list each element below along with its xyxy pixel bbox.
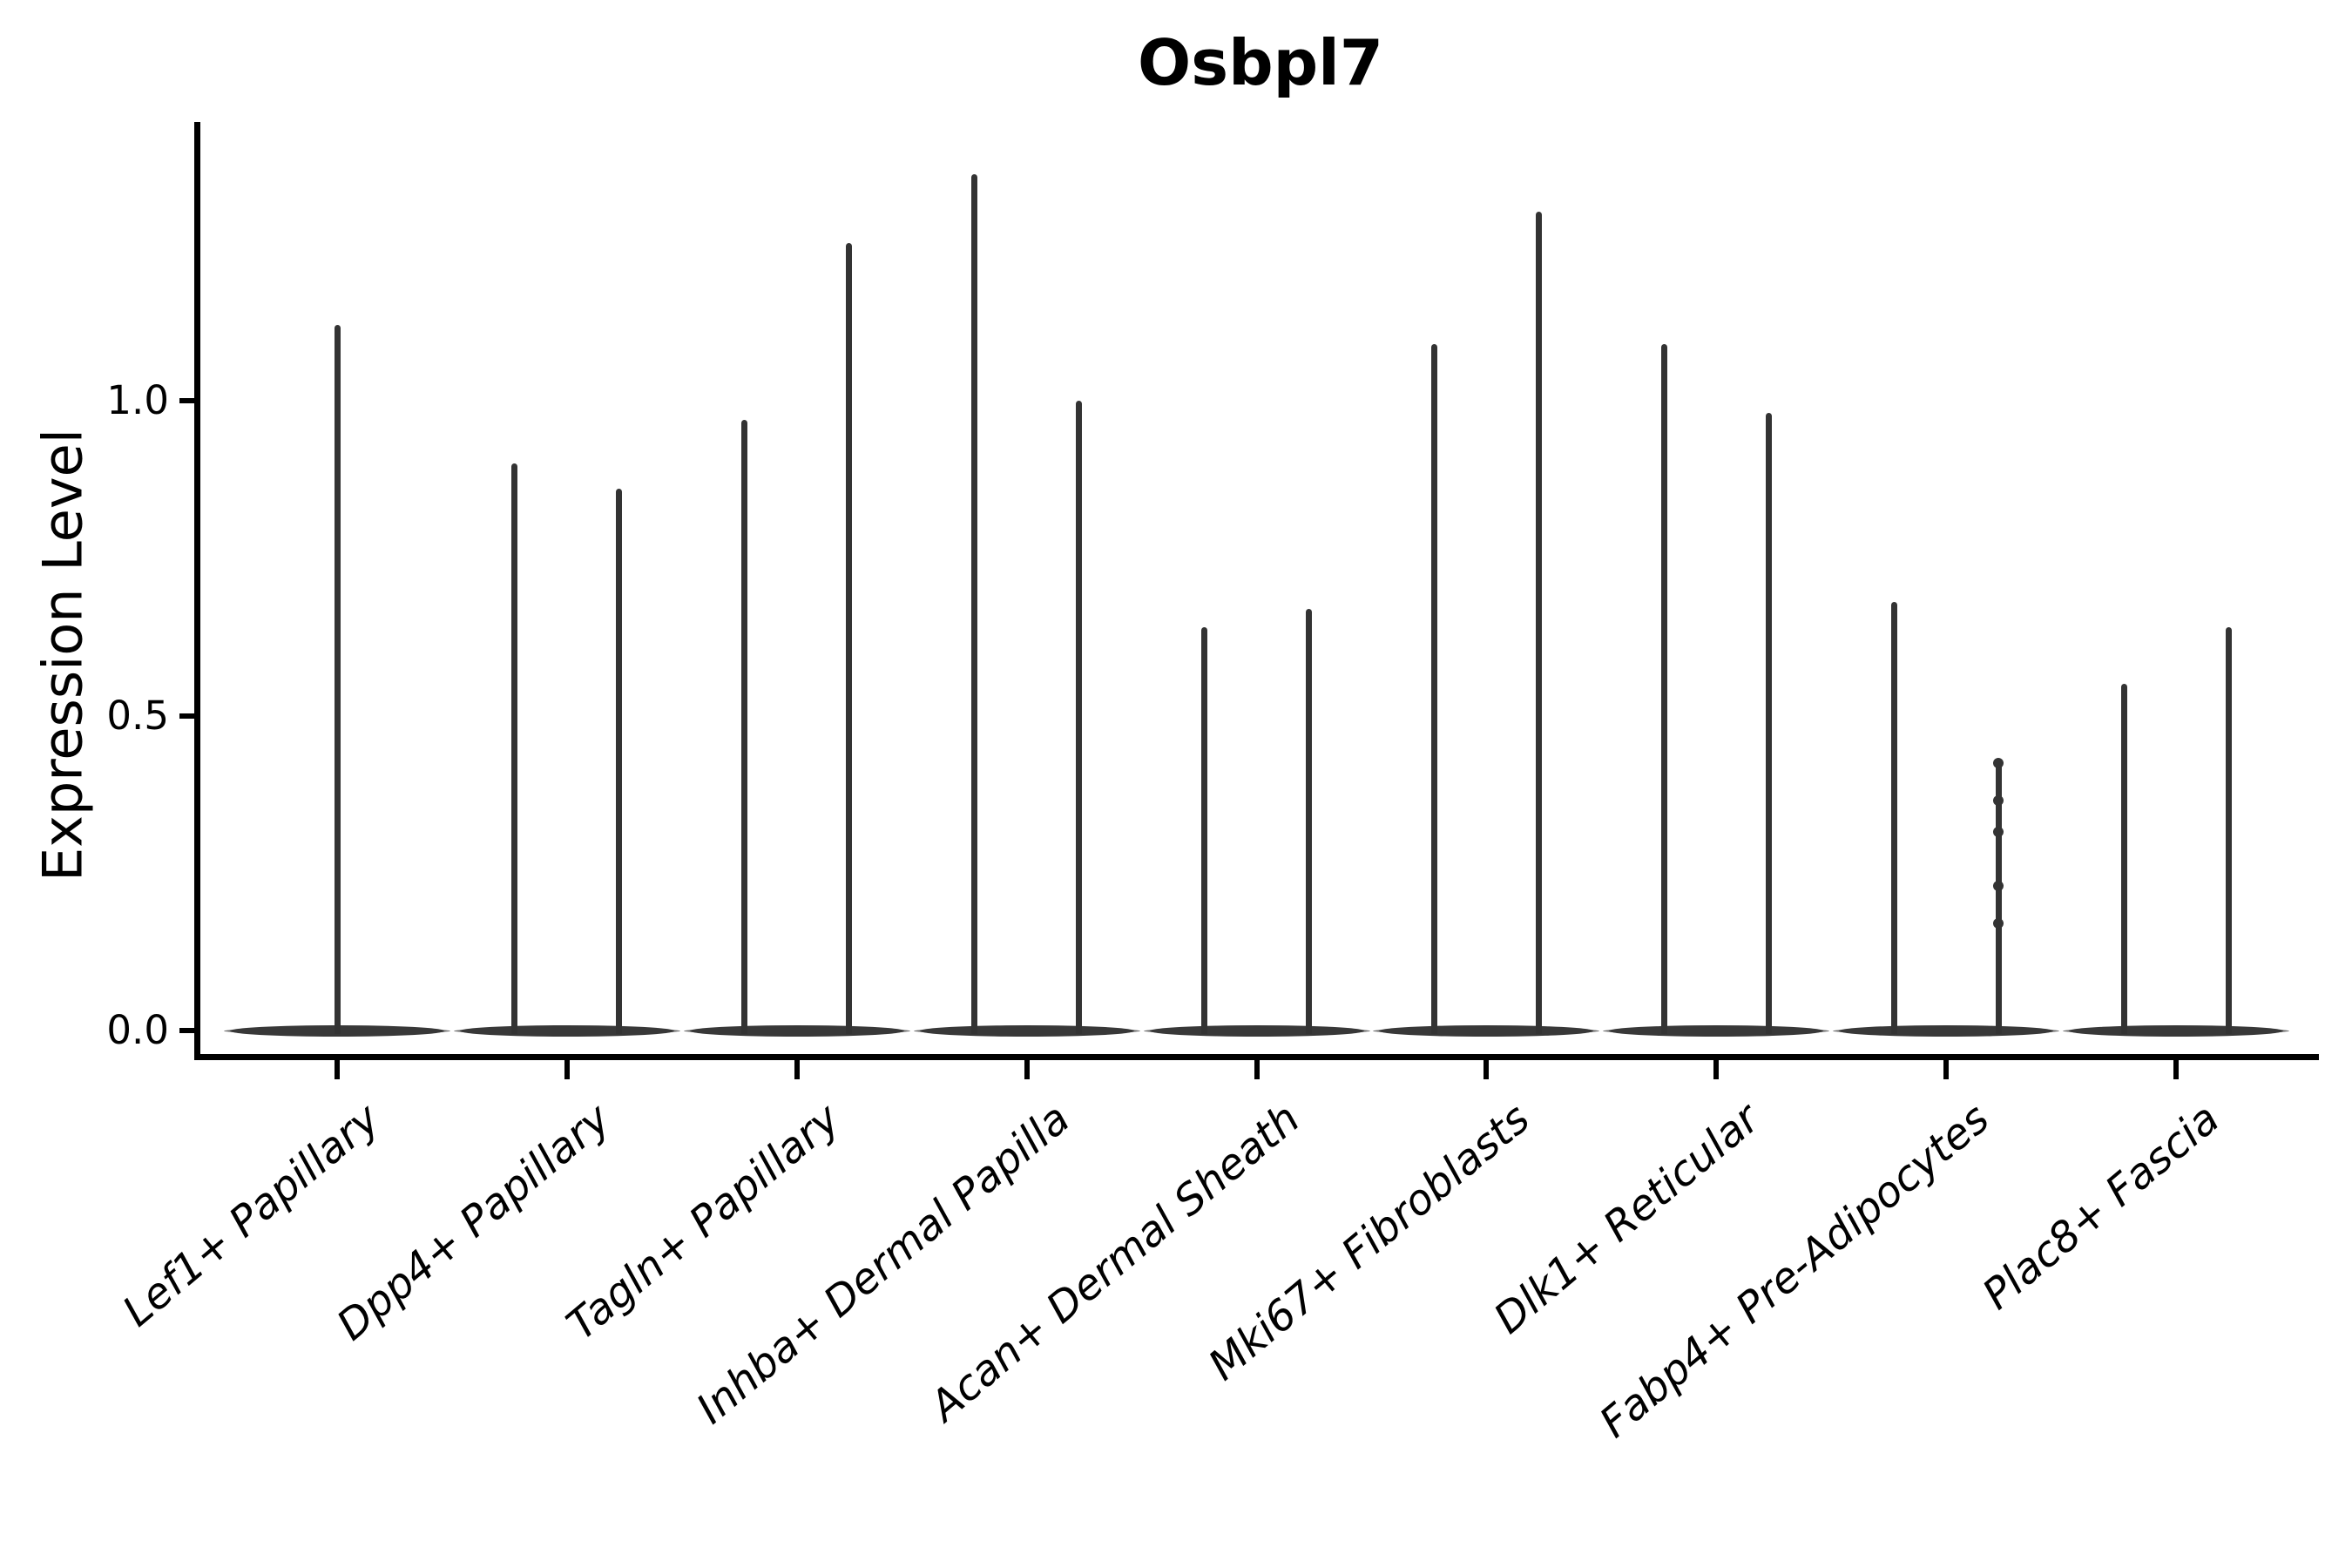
violin-spike [1765, 413, 1772, 1034]
violin-spike [2225, 627, 2232, 1034]
expression-point [1993, 827, 2004, 838]
x-axis-spine [194, 1054, 2319, 1060]
x-tick-mark [1943, 1060, 1950, 1079]
plot-title: Osbpl7 [1138, 26, 1383, 99]
violin-base-blob [1149, 1024, 1364, 1037]
violin-base-blob [689, 1024, 904, 1037]
x-tick-mark [1024, 1060, 1030, 1079]
violin-base-blob [1379, 1024, 1594, 1037]
violin-spike [846, 243, 853, 1034]
x-tick-mark [564, 1060, 570, 1079]
x-tick-mark [1254, 1060, 1260, 1079]
violin-base-blob [2069, 1024, 2283, 1037]
violin-spike [1430, 343, 1437, 1034]
expression-point [1993, 918, 2004, 929]
violin-base-blob [919, 1024, 1134, 1037]
violin-spike [1306, 608, 1312, 1034]
violin-spike [971, 173, 978, 1034]
x-tick-mark [794, 1060, 800, 1079]
violin-spike [1201, 627, 1207, 1034]
y-axis-spine [194, 122, 200, 1060]
x-category-label: Acan+ Dermal Sheath [920, 1094, 1309, 1431]
violin-spike [741, 419, 748, 1034]
y-tick-mark [179, 398, 194, 403]
violin-spike [1890, 602, 1897, 1034]
violin-base-blob [1839, 1024, 2054, 1037]
violin-spike [2120, 684, 2127, 1034]
x-tick-mark [1484, 1060, 1490, 1079]
expression-point [1993, 757, 2004, 768]
violin-spike [511, 463, 518, 1034]
y-axis-label: Expression Level [30, 429, 95, 882]
violin-spike [1076, 401, 1083, 1034]
expression-point [1993, 880, 2004, 891]
violin-base-blob [1609, 1024, 1824, 1037]
violin-spike [1535, 212, 1542, 1034]
violin-spike [1660, 343, 1667, 1034]
y-tick-label: 0.5 [106, 692, 169, 739]
x-tick-mark [335, 1060, 340, 1079]
y-tick-label: 0.0 [106, 1007, 169, 1053]
y-tick-mark [179, 1028, 194, 1033]
x-category-label: Fabp4+ Pre-Adipocytes [1590, 1094, 1999, 1448]
y-tick-mark [179, 713, 194, 719]
violin-spike [616, 489, 623, 1034]
violin-spike [1995, 760, 2002, 1034]
x-category-label: Inhba+ Dermal Papilla [687, 1094, 1079, 1434]
violin-spike [334, 325, 341, 1034]
expression-point [1993, 795, 2004, 807]
x-category-label: Plac8+ Fascia [1973, 1094, 2228, 1320]
x-tick-mark [1713, 1060, 1720, 1079]
y-tick-label: 1.0 [106, 377, 169, 423]
x-tick-mark [2173, 1060, 2179, 1079]
violin-base-blob [459, 1024, 674, 1037]
